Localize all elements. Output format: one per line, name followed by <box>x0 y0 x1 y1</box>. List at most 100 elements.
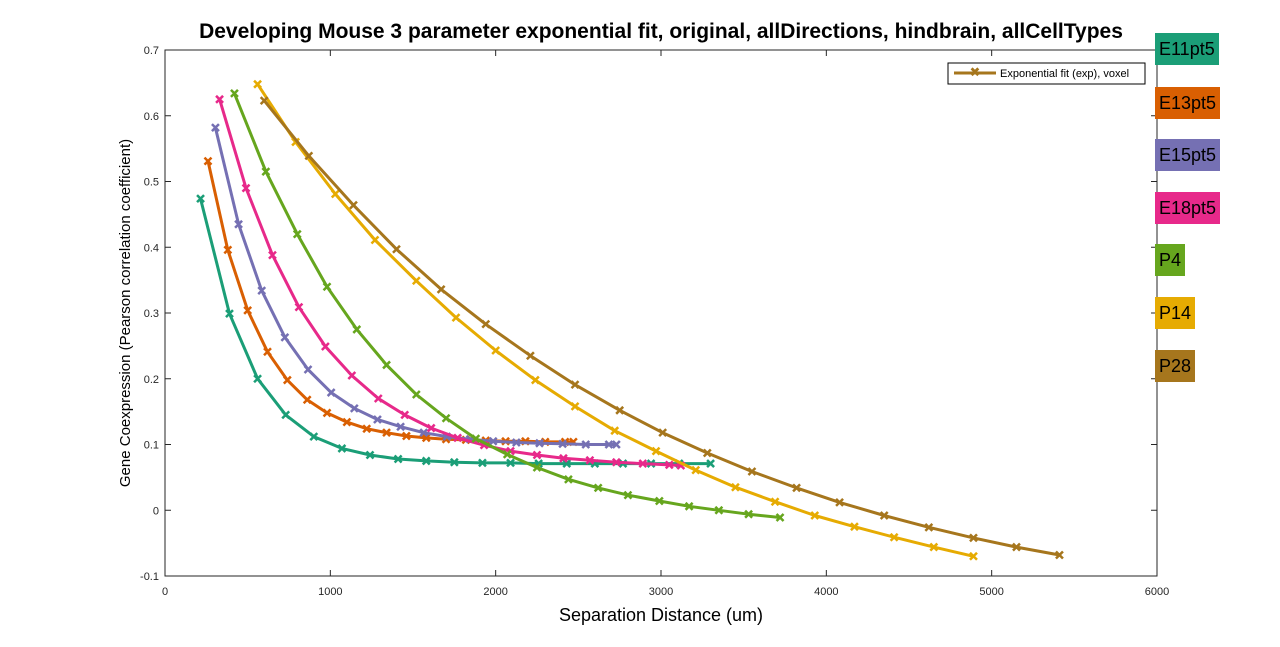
data-point <box>654 496 664 506</box>
data-point <box>810 511 820 520</box>
data-point <box>570 401 580 411</box>
data-point <box>261 167 271 177</box>
x-tick-label: 6000 <box>1145 586 1169 598</box>
data-point <box>373 415 382 424</box>
data-point <box>850 522 859 532</box>
x-tick-label: 0 <box>162 586 168 598</box>
data-point <box>230 89 239 98</box>
data-point <box>294 302 304 312</box>
data-point <box>969 551 978 561</box>
data-point <box>326 388 336 397</box>
series-label-E18pt5: E18pt5 <box>1155 192 1221 224</box>
data-point <box>530 375 540 385</box>
data-point <box>1055 550 1064 560</box>
series-label-E11pt5: E11pt5 <box>1155 33 1219 65</box>
data-point <box>257 286 267 296</box>
y-tick-label: 0.4 <box>144 242 159 254</box>
data-point <box>532 450 542 460</box>
y-tick-label: 0.7 <box>144 45 159 57</box>
data-point <box>691 465 701 475</box>
data-point <box>215 94 224 104</box>
data-point <box>506 458 515 468</box>
data-point <box>243 305 253 315</box>
data-point <box>564 474 573 484</box>
data-point <box>658 428 668 438</box>
data-point <box>535 438 544 448</box>
x-tick-label: 3000 <box>649 586 673 598</box>
data-point <box>304 151 314 161</box>
data-point <box>929 542 939 552</box>
data-point <box>393 454 403 464</box>
data-point <box>309 432 319 441</box>
data-point <box>451 313 461 322</box>
data-point <box>491 346 501 355</box>
data-point <box>280 332 290 342</box>
data-point <box>889 532 899 542</box>
data-point <box>347 371 357 380</box>
data-point <box>775 513 785 522</box>
legend-label: Exponential fit (exp), voxel <box>1000 68 1129 80</box>
data-point <box>330 189 340 199</box>
data-point <box>714 505 724 515</box>
data-point <box>196 194 205 203</box>
data-point <box>924 522 934 532</box>
data-point <box>253 79 262 89</box>
data-point <box>604 440 614 449</box>
data-point <box>302 395 312 405</box>
data-point <box>526 351 535 361</box>
data-point <box>570 380 580 390</box>
data-point <box>449 457 459 467</box>
y-axis-label: Gene Coexpression (Pearson correlation c… <box>117 139 134 487</box>
data-point <box>638 459 648 468</box>
series-P4 <box>230 89 785 522</box>
data-point <box>211 123 220 132</box>
data-point <box>411 276 421 286</box>
data-point <box>969 533 978 543</box>
series-label-E15pt5: E15pt5 <box>1155 139 1221 171</box>
data-point <box>1012 542 1021 552</box>
data-point <box>615 405 625 415</box>
x-tick-label: 1000 <box>318 586 342 598</box>
data-point <box>747 467 757 476</box>
series-label-E13pt5: E13pt5 <box>1155 87 1221 119</box>
data-point <box>731 482 740 492</box>
data-point <box>322 408 332 418</box>
plot-area <box>164 49 1158 577</box>
data-point <box>532 463 542 472</box>
y-tick-label: 0.6 <box>144 111 159 123</box>
data-point <box>651 446 661 456</box>
legend: ✖ Exponential fit (exp), voxel <box>947 62 1146 85</box>
data-point <box>441 413 451 423</box>
y-tick-label: 0.1 <box>144 440 159 452</box>
data-point <box>373 394 383 403</box>
data-point <box>421 456 431 466</box>
data-point <box>511 438 521 447</box>
legend-box <box>947 62 1146 85</box>
data-point <box>481 319 491 329</box>
data-point <box>421 433 431 443</box>
data-point <box>664 460 674 470</box>
data-point <box>382 428 391 438</box>
series-layer <box>196 79 1064 561</box>
data-point <box>241 183 251 193</box>
data-point <box>303 365 313 374</box>
y-tick-label: 0.2 <box>144 374 159 386</box>
data-point <box>585 455 595 465</box>
data-point <box>259 96 269 106</box>
data-point <box>684 501 694 511</box>
data-point <box>471 434 481 443</box>
data-point <box>392 244 401 254</box>
x-tick-label: 4000 <box>814 586 838 598</box>
data-point <box>502 449 512 459</box>
data-point <box>322 282 332 292</box>
data-point <box>558 439 568 449</box>
data-point <box>320 342 330 351</box>
series-E15pt5 <box>211 123 621 449</box>
data-point <box>744 509 754 519</box>
axes: 0 1000 2000 3000 4000 5000 6000-0.100.10.20.30… <box>140 45 1169 598</box>
data-point <box>411 390 421 399</box>
data-point <box>234 219 243 229</box>
data-point <box>610 426 620 436</box>
data-point <box>706 459 715 468</box>
